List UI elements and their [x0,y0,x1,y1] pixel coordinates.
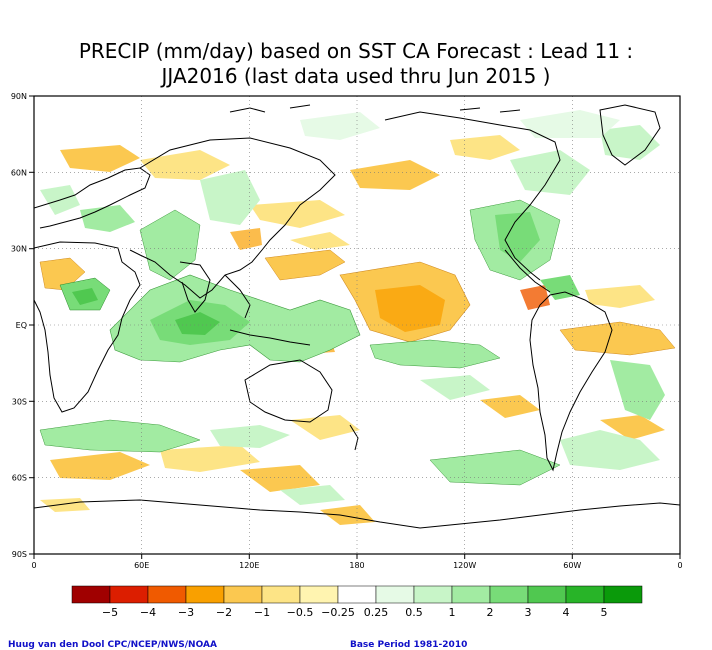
map-field [34,96,680,554]
colorbar-swatch [109,585,149,604]
colorbar-label: 0.5 [405,606,423,619]
lon-label: 180 [349,561,364,570]
lat-label: 60S [12,474,27,483]
colorbar-swatch [451,585,491,604]
colorbar-swatch [489,585,529,604]
colorbar-label: 2 [487,606,494,619]
colorbar-swatch [261,585,301,604]
colorbar-swatch [71,585,111,604]
colorbar-swatch [185,585,225,604]
continent-outlines [34,104,680,529]
colorbar-labels: −5 −4 −3 −2 −1 −0.5 −0.25 0.25 0.5 1 2 3 4 5 [102,606,608,619]
outline-indonesia [229,329,311,346]
map-title-line1: PRECIP (mm/day) based on SST CA Forecast… [78,39,634,63]
lon-label: 60E [134,561,149,570]
colorbar-label: −2 [216,606,232,619]
outline-india [179,261,211,313]
colorbar-swatch [603,585,643,604]
colorbar-label: 4 [563,606,570,619]
outline-se-asia [224,274,251,319]
latitude-axis: 90N 60N 30N EQ 30S 60S 90S [11,92,34,559]
colorbar-swatch [147,585,187,604]
credit-text: Huug van den Dool CPC/NCEP/NWS/NOAA [8,640,217,650]
colorbar-label: −4 [140,606,156,619]
outline-asia [129,137,336,299]
lat-label: 30S [12,397,27,406]
lat-label: EQ [16,321,27,330]
grid-lines [34,96,680,554]
outline-africa [34,241,141,413]
lat-label: 90N [11,92,27,101]
outline-australia [244,359,333,423]
dry-anomaly-regions [39,135,676,525]
outline-north-america [384,111,561,281]
outline-europe [34,167,151,229]
colorbar-swatch [337,585,377,604]
lat-label: 60N [11,168,27,177]
colorbar-swatch [223,585,263,604]
lon-label: 0 [677,561,682,570]
lon-label: 120E [239,561,259,570]
colorbar-label: 3 [525,606,532,619]
colorbar-label: −1 [254,606,270,619]
colorbar-label: −3 [178,606,194,619]
lon-label: 0 [31,561,36,570]
map-title-line2: JJA2016 (last data used thru Jun 2015 ) [161,64,551,88]
lon-label: 60W [563,561,581,570]
colorbar-swatch [375,585,415,604]
colorbar-label: 1 [449,606,456,619]
colorbar [71,585,643,604]
colorbar-label: 0.25 [364,606,389,619]
outline-antarctica [34,499,680,529]
colorbar-swatch [527,585,567,604]
lat-label: 30N [11,245,27,254]
colorbar-label: −0.5 [287,606,314,619]
outline-new-zealand [349,424,359,451]
outline-central-america [504,249,551,293]
colorbar-label: 5 [601,606,608,619]
colorbar-swatch [299,585,339,604]
longitude-axis: 0 60E 120E 180 120W 60W 0 [31,554,683,570]
colorbar-label: −5 [102,606,118,619]
outline-south-america [529,291,613,472]
colorbar-label: −0.25 [321,606,355,619]
colorbar-swatch [565,585,605,604]
lat-label: 90S [12,550,27,559]
lon-label: 120W [453,561,476,570]
base-period-text: Base Period 1981-2010 [350,640,468,650]
outline-arctic-islands [229,104,521,113]
colorbar-swatch [413,585,453,604]
outline-greenland [599,104,661,166]
